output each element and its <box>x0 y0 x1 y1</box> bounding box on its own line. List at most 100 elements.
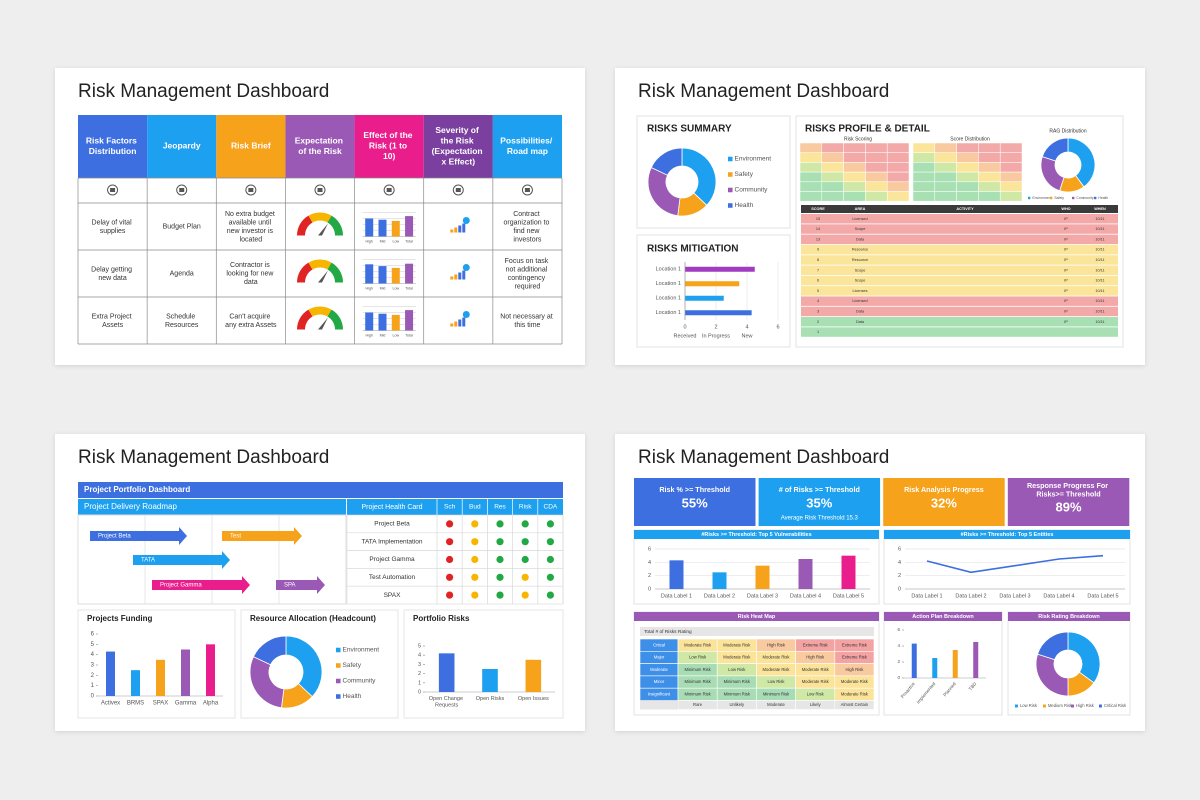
y-tick-label: 2 <box>418 671 421 677</box>
x-tick-label: Mid <box>380 286 386 290</box>
cell-text: 5 <box>817 289 819 293</box>
y-tick-label: 4 <box>648 560 651 566</box>
cell-text: 13 <box>816 237 820 241</box>
heat-cell <box>821 142 844 153</box>
bar <box>206 644 215 696</box>
heat-cell <box>865 171 888 183</box>
heat-cell-text: Moderate Risk <box>802 667 830 672</box>
label: Risk % >= Threshold <box>659 485 730 494</box>
y-tick-label: 2 <box>648 573 651 579</box>
x-tick-label: Mid <box>380 333 386 337</box>
cell-text: IP <box>1064 227 1068 231</box>
row-label: Major <box>654 655 665 660</box>
table-header: Sch <box>444 504 456 511</box>
line <box>926 554 1104 574</box>
x-axis-note: Received <box>674 333 697 339</box>
cell-text: Resource <box>852 258 868 262</box>
heat-cell <box>934 162 957 173</box>
bar <box>438 653 455 692</box>
status-dot <box>546 538 555 546</box>
cell-text: 1 <box>817 330 819 334</box>
x-tick-label: High <box>366 333 373 337</box>
table-header-cell <box>285 115 355 178</box>
heat-cell <box>956 152 979 163</box>
panel-title: Risk Rating Breakdown <box>1038 614 1100 620</box>
bar <box>911 643 917 678</box>
column-icon <box>524 188 530 192</box>
legend-swatch <box>336 647 341 653</box>
task-label: SPA <box>284 583 296 589</box>
bar <box>973 642 979 678</box>
table-header: Bud <box>469 504 481 511</box>
table-header-cell <box>354 115 424 178</box>
subtitle: Total # of Risks Rating <box>644 629 692 635</box>
severity-icon <box>454 321 458 327</box>
x-tick-label: 2 <box>714 324 717 330</box>
table-header: Risk Brief <box>231 141 271 151</box>
status-dot <box>496 555 504 564</box>
table-row <box>801 224 1118 234</box>
y-tick-label: 0 <box>897 675 900 680</box>
cell-text: IP <box>1064 248 1068 252</box>
x-tick-label: Data Label 1 <box>911 593 942 599</box>
table-row <box>801 265 1118 275</box>
x-tick-label: Data Label 3 <box>747 593 778 599</box>
heat-cell <box>886 142 910 153</box>
pie-slice <box>1037 631 1069 661</box>
table-row <box>801 306 1118 317</box>
heat-cell-text: Moderate Risk <box>763 667 791 672</box>
status-dot <box>521 555 529 564</box>
cell-text: 7 <box>817 268 819 272</box>
heat-cell <box>978 171 1001 183</box>
heat-cell-text: Low Risk <box>807 691 825 696</box>
heat-cell <box>843 162 866 173</box>
column-icon <box>248 188 254 192</box>
cell-text: Data <box>856 237 865 241</box>
heat-cell <box>934 191 957 202</box>
bar <box>685 266 755 272</box>
gauge-arc <box>308 212 332 223</box>
heat-corner <box>640 700 678 710</box>
severity-icon <box>462 217 470 224</box>
heat-cell-text: Minimum Risk <box>684 691 711 696</box>
heat-cell <box>886 181 910 192</box>
bar <box>755 565 770 589</box>
cell-text: Test Automation <box>369 574 416 581</box>
cell-text: Budget Plan <box>163 223 201 230</box>
table-header: CDA <box>544 504 558 511</box>
panel-title: RISKS PROFILE & DETAIL <box>805 124 930 135</box>
x-tick-label: 4 <box>745 324 748 330</box>
heat-cell <box>799 181 823 192</box>
y-tick-label: 6 <box>897 627 900 632</box>
roadmap-arrow <box>152 576 250 594</box>
legend-swatch <box>1072 196 1075 200</box>
status-dot <box>521 591 529 599</box>
panel <box>1007 611 1131 716</box>
x-tick-label: Open Risks <box>476 696 505 702</box>
legend-swatch <box>1099 704 1102 708</box>
column-icon <box>317 188 323 192</box>
task-label: Project Gamma <box>160 583 202 589</box>
severity-icon <box>454 227 458 233</box>
table-header: Risk <box>519 504 532 511</box>
heat-cell <box>999 162 1023 173</box>
gauge-arc <box>297 309 313 330</box>
row-label: Minor <box>654 679 665 684</box>
y-tick-label: 3 <box>418 662 421 668</box>
table-header: Res <box>494 504 506 511</box>
bar <box>131 670 140 696</box>
x-tick-label: Open Issues <box>518 696 549 702</box>
legend-swatch <box>336 663 341 668</box>
heat-cell <box>799 152 823 163</box>
y-tick-label: 1 <box>418 680 421 686</box>
status-dot <box>471 538 479 546</box>
gauge-needle <box>318 270 328 283</box>
heat-cell <box>865 162 888 173</box>
kpi-card <box>883 478 1005 526</box>
cell-text: Contractor is looking for new data <box>226 262 275 286</box>
panel-title: Portfolio Risks <box>413 614 470 623</box>
cell-text: 10/11 <box>1095 248 1104 252</box>
banner-title: Project Portfolio Dashboard <box>84 485 190 494</box>
x-tick-label: Data Label 4 <box>790 593 821 599</box>
status-dot <box>546 591 555 599</box>
